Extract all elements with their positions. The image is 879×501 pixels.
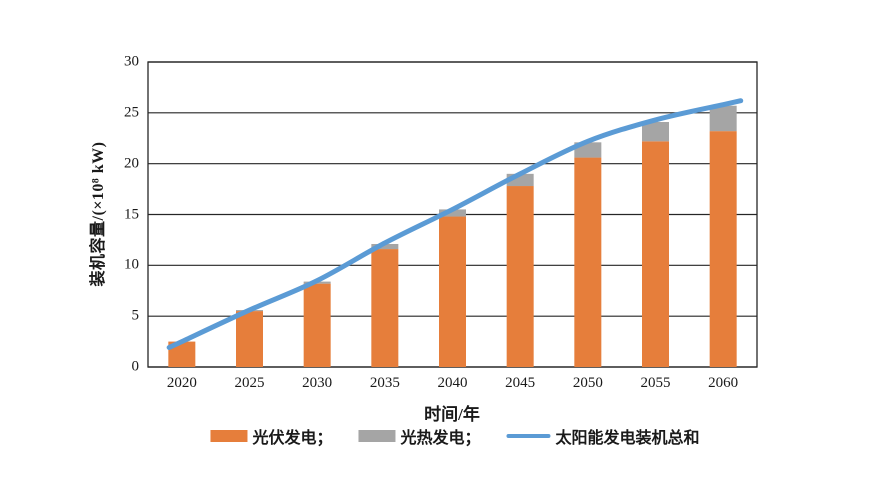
- bar-segment-csp: [709, 105, 737, 132]
- x-tick-label: 2025: [234, 375, 265, 391]
- pv-swatch-icon: [210, 430, 248, 442]
- y-tick-label: 5: [131, 307, 140, 324]
- bar-segment-pv: [506, 186, 534, 367]
- legend-label-total: 太阳能发电装机总和: [555, 430, 700, 447]
- bar-segment-pv: [236, 311, 263, 367]
- y-tick-label: 25: [124, 104, 139, 121]
- bar-segment-pv: [439, 216, 466, 367]
- legend-label-pv: 光伏发电；: [252, 430, 333, 447]
- bar-segment-csp: [371, 243, 399, 250]
- legend-item-pv: 光伏发电；: [210, 424, 332, 448]
- bar-segment-csp: [642, 121, 669, 142]
- bar-segment-pv: [709, 131, 737, 367]
- x-tick-label: 2040: [437, 375, 468, 391]
- x-tick-label: 2060: [708, 375, 739, 391]
- x-tick-label: 2020: [166, 375, 197, 391]
- y-tick-label: 20: [124, 155, 139, 172]
- y-axis-title: 装机容量/(×10⁸ kW): [90, 141, 107, 287]
- bar-segment-csp: [439, 209, 466, 217]
- total-line: [166, 98, 744, 350]
- y-tick-label: 10: [124, 256, 139, 273]
- bar-segment-pv: [574, 157, 602, 367]
- x-tick-label: 2050: [572, 375, 603, 391]
- legend: 光伏发电； 光热发电； 太阳能发电装机总和: [210, 424, 700, 448]
- bar-segment-pv: [303, 283, 331, 367]
- csp-swatch-icon: [358, 430, 396, 442]
- x-tick-label: 2055: [640, 375, 671, 391]
- total-line-swatch-icon: [506, 434, 551, 438]
- legend-label-csp: 光热发电；: [400, 430, 481, 447]
- legend-item-csp: 光热发电；: [358, 424, 481, 448]
- bar-segment-pv: [371, 249, 399, 367]
- x-axis-title: 时间/年: [424, 405, 480, 424]
- bar-segment-pv: [642, 141, 669, 367]
- x-tick-label: 2030: [302, 375, 333, 391]
- y-tick-label: 30: [124, 53, 139, 70]
- y-tick-label: 15: [124, 206, 139, 222]
- x-tick-label: 2035: [369, 375, 400, 391]
- legend-item-total: 太阳能发电装机总和: [506, 424, 700, 448]
- y-tick-label: 0: [131, 358, 140, 375]
- x-tick-label: 2045: [505, 375, 536, 391]
